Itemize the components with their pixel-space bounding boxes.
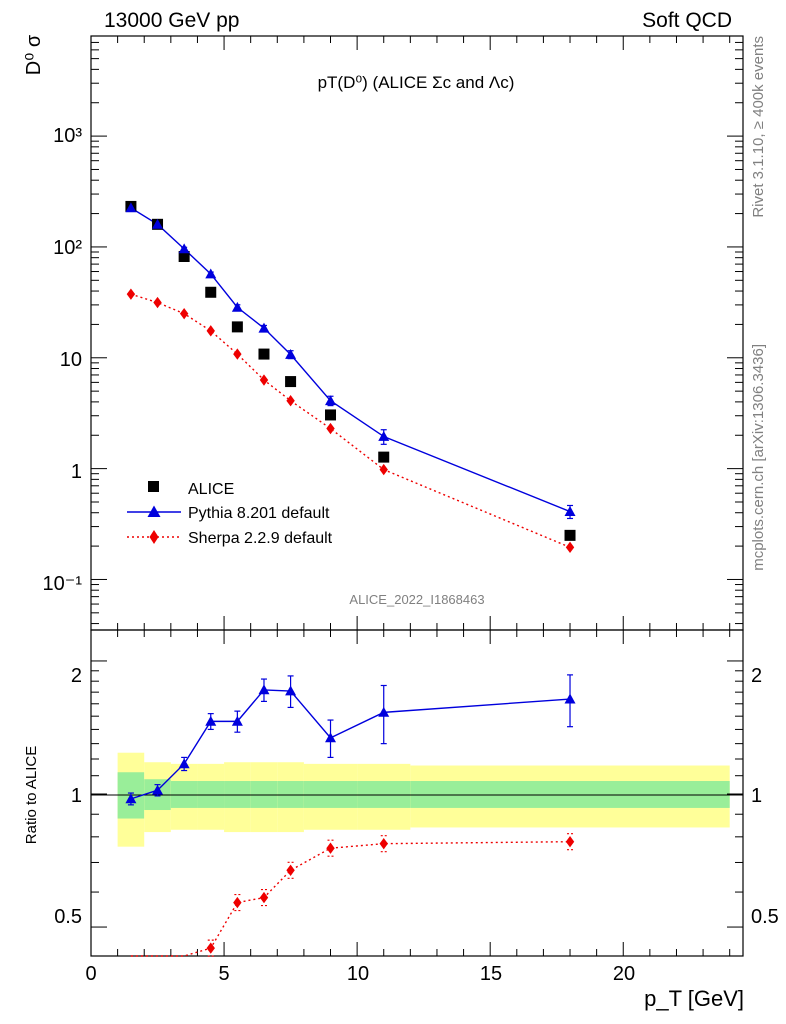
main-title: pT(D⁰) (ALICE Σc and Λc) bbox=[318, 73, 515, 92]
sherpa-point bbox=[206, 325, 215, 337]
sherpa-point bbox=[179, 308, 189, 320]
xtick-label-10: 10 bbox=[347, 963, 369, 985]
ratio-ytick-left-2: 2 bbox=[71, 665, 82, 687]
inner-band-segment bbox=[250, 781, 278, 808]
alice-point bbox=[325, 409, 337, 421]
legend-marker-pythia bbox=[147, 505, 161, 517]
pythia-point bbox=[378, 430, 390, 441]
ratio-sherpa-point bbox=[206, 942, 215, 954]
pythia-line bbox=[130, 207, 571, 513]
main-error-bars bbox=[181, 246, 574, 520]
sherpa-point bbox=[233, 348, 242, 360]
analysis-watermark: ALICE_2022_I1868463 bbox=[349, 592, 484, 607]
ratio-sherpa-point bbox=[326, 842, 335, 854]
ytick-label-4: 10³ bbox=[53, 125, 82, 147]
alice-point bbox=[258, 348, 270, 360]
ratio-sherpa-point bbox=[379, 838, 388, 850]
inner-band-segment bbox=[410, 781, 730, 808]
energy-label: 13000 GeV pp bbox=[104, 9, 239, 32]
ratio-pythia-point bbox=[325, 732, 337, 743]
alice-point bbox=[178, 250, 190, 262]
ratio-ytick-left-05: 0.5 bbox=[54, 906, 82, 928]
ratio-sherpa-point bbox=[233, 896, 242, 909]
legend-label-sherpa: Sherpa 2.2.9 default bbox=[188, 530, 333, 547]
ratio-pythia-point bbox=[152, 784, 164, 795]
ratio-series-lines bbox=[130, 689, 571, 957]
xtick-label-0: 0 bbox=[85, 963, 96, 985]
ratio-ytick-right-05: 0.5 bbox=[751, 906, 779, 928]
xtick-label-20: 20 bbox=[613, 963, 635, 985]
inner-band-segment bbox=[224, 781, 251, 808]
inner-band-segment bbox=[357, 781, 411, 808]
inner-band-segment bbox=[277, 781, 304, 808]
ratio-sherpa-point bbox=[259, 891, 269, 904]
process-label: Soft QCD bbox=[642, 9, 732, 32]
inner-band-segment bbox=[303, 781, 358, 808]
sherpa-point bbox=[379, 463, 388, 476]
pythia-point bbox=[205, 268, 217, 279]
pythia-point bbox=[285, 349, 297, 359]
inner-band-segment bbox=[197, 781, 225, 808]
sherpa-point bbox=[286, 395, 295, 407]
alice-point bbox=[564, 529, 576, 541]
ratio-sherpa-line bbox=[130, 840, 571, 957]
inner-band-segment bbox=[170, 781, 198, 808]
ratio-pythia-point bbox=[378, 706, 390, 717]
ratio-pythia-point bbox=[564, 693, 576, 704]
legend-marker-alice bbox=[148, 481, 159, 492]
pythia-point bbox=[152, 218, 164, 229]
ytick-label-2: 10 bbox=[60, 349, 82, 371]
alice-point bbox=[205, 286, 217, 298]
source-label: mcplots.cern.ch [arXiv:1306.3436] bbox=[750, 344, 767, 571]
main-ticks bbox=[90, 35, 743, 630]
ratio-pythia-point bbox=[285, 685, 297, 696]
ratio-sherpa-point bbox=[286, 864, 295, 876]
ratio-uncertainty-bands bbox=[117, 752, 730, 847]
ratio-pythia-point bbox=[125, 793, 137, 804]
pythia-point bbox=[231, 301, 243, 312]
pythia-point bbox=[325, 395, 337, 406]
xtick-label-5: 5 bbox=[218, 963, 229, 985]
ratio-pythia-point bbox=[178, 758, 190, 769]
pythia-point bbox=[178, 243, 190, 254]
pythia-point bbox=[564, 506, 576, 516]
ratio-ticks bbox=[90, 630, 743, 956]
sherpa-point bbox=[326, 422, 335, 435]
xtick-label-15: 15 bbox=[480, 963, 502, 985]
ratio-pythia-line bbox=[130, 689, 571, 800]
ratio-ylabel: Ratio to ALICE bbox=[23, 746, 40, 844]
sherpa-point bbox=[153, 296, 162, 309]
sherpa-point bbox=[565, 541, 575, 553]
rivet-label: Rivet 3.1.10, ≥ 400k events bbox=[750, 36, 767, 218]
x-axis-label: p_T [GeV] bbox=[644, 986, 744, 1011]
ratio-ytick-left-1: 1 bbox=[71, 785, 82, 807]
legend-marker-sherpa bbox=[149, 530, 159, 544]
pythia-point bbox=[258, 322, 270, 333]
sherpa-point bbox=[126, 288, 136, 300]
sherpa-point bbox=[259, 374, 269, 386]
alice-point bbox=[378, 451, 390, 463]
legend-label-alice: ALICE bbox=[188, 481, 234, 498]
main-series-lines bbox=[130, 207, 571, 548]
ratio-markers bbox=[125, 684, 576, 954]
main-ylabel: D⁰ σ bbox=[23, 34, 45, 75]
ratio-sherpa-point bbox=[565, 836, 575, 848]
legend-label-pythia: Pythia 8.201 default bbox=[188, 505, 330, 522]
alice-point bbox=[231, 321, 243, 333]
sherpa-line bbox=[130, 293, 571, 548]
alice-point bbox=[285, 376, 297, 388]
ratio-ytick-right-2: 2 bbox=[751, 665, 762, 687]
pythia-point bbox=[125, 202, 137, 213]
ytick-label-0: 10⁻¹ bbox=[43, 573, 83, 595]
main-markers bbox=[125, 200, 576, 553]
ratio-panel-frame bbox=[90, 629, 744, 957]
ratio-ytick-right-1: 1 bbox=[751, 785, 762, 807]
ratio-pythia-point bbox=[231, 715, 243, 726]
legend: ALICE Pythia 8.201 default Sherpa 2.2.9 … bbox=[127, 481, 333, 547]
ratio-pythia-point bbox=[205, 715, 217, 726]
ytick-label-1: 1 bbox=[71, 461, 82, 483]
ratio-pythia-point bbox=[258, 684, 270, 695]
ytick-label-3: 10² bbox=[53, 237, 82, 259]
